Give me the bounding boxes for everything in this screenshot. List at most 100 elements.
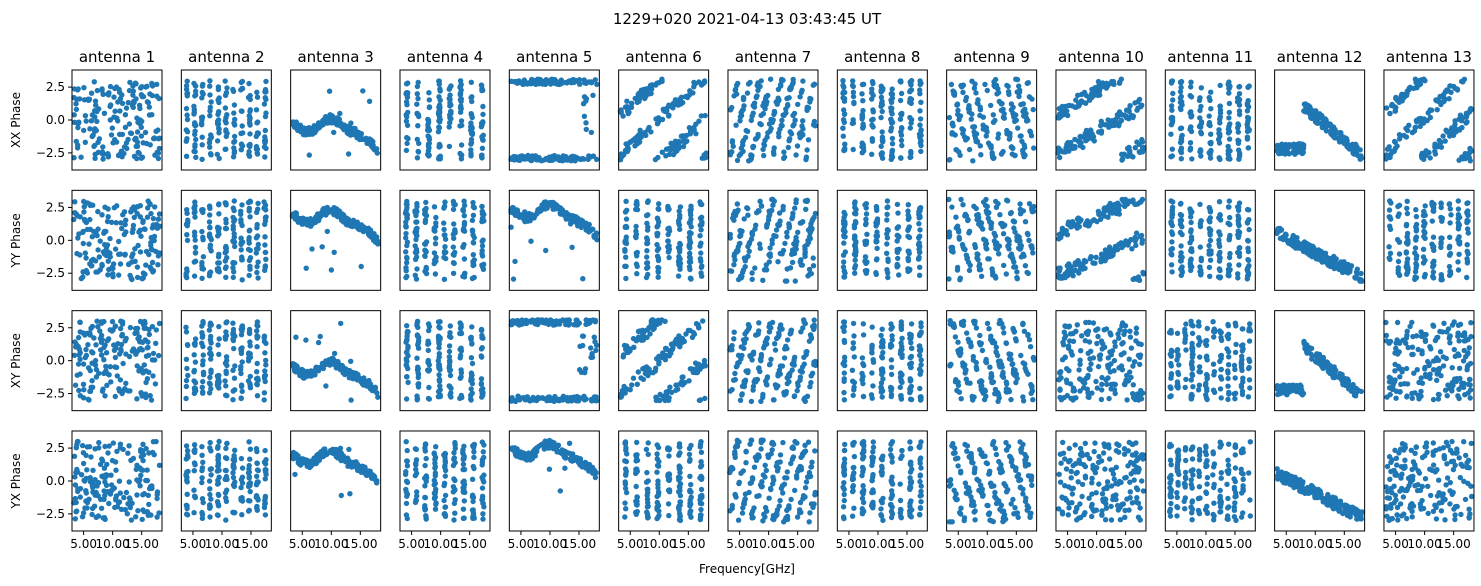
- data-point: [698, 240, 704, 246]
- data-point: [1059, 105, 1065, 111]
- data-point: [191, 205, 197, 211]
- data-point: [107, 117, 114, 123]
- data-point: [767, 245, 773, 251]
- data-point: [414, 101, 420, 107]
- data-point: [1197, 244, 1204, 250]
- data-point: [783, 106, 789, 112]
- data-point: [1018, 254, 1025, 260]
- data-point: [414, 225, 420, 231]
- data-point: [1455, 206, 1462, 212]
- data-point: [340, 218, 346, 224]
- data-point: [1206, 242, 1212, 249]
- data-point: [946, 229, 952, 235]
- data-point: [662, 108, 668, 115]
- data-point: [184, 136, 190, 142]
- data-point: [1401, 94, 1407, 101]
- data-point: [1353, 143, 1359, 150]
- data-point: [949, 130, 955, 136]
- data-point: [1285, 142, 1291, 149]
- data-point: [989, 154, 996, 160]
- data-point: [214, 118, 221, 125]
- data-point: [963, 97, 969, 104]
- data-point: [433, 214, 439, 221]
- data-point: [324, 204, 330, 211]
- data-point: [192, 237, 198, 243]
- data-point: [1015, 125, 1021, 131]
- data-point: [1455, 267, 1462, 273]
- data-point: [677, 266, 683, 272]
- data-point: [404, 134, 410, 141]
- data-point: [1178, 84, 1184, 91]
- data-point: [138, 345, 144, 352]
- data-point: [888, 105, 894, 111]
- data-point: [470, 252, 476, 258]
- data-point: [207, 144, 213, 150]
- data-point: [842, 145, 848, 152]
- data-point: [139, 118, 145, 125]
- data-point: [898, 132, 905, 138]
- data-point: [208, 132, 214, 138]
- subplot-title: antenna 10: [1058, 48, 1144, 66]
- data-point: [199, 228, 205, 235]
- data-point: [215, 97, 221, 103]
- data-point: [520, 213, 526, 220]
- data-point: [917, 227, 923, 233]
- data-point: [1413, 228, 1420, 234]
- data-point: [111, 347, 118, 353]
- data-point: [884, 235, 891, 241]
- data-point: [101, 344, 107, 351]
- data-point: [109, 318, 116, 325]
- data-point: [432, 271, 439, 277]
- data-point: [431, 250, 438, 256]
- data-point: [798, 220, 805, 226]
- data-point: [792, 117, 798, 123]
- data-point: [644, 248, 650, 254]
- data-point: [1169, 204, 1176, 210]
- data-point: [1337, 262, 1344, 268]
- data-point: [1403, 240, 1410, 246]
- data-point: [84, 226, 91, 233]
- data-point: [1392, 145, 1399, 151]
- data-point: [222, 258, 228, 264]
- data-point: [549, 155, 555, 161]
- data-point: [761, 142, 768, 149]
- data-point: [1456, 214, 1463, 221]
- data-point: [1187, 147, 1193, 153]
- data-point: [804, 105, 810, 112]
- data-point: [403, 147, 410, 154]
- data-point: [437, 119, 443, 125]
- data-point: [262, 249, 269, 256]
- data-point: [144, 345, 150, 351]
- data-point: [94, 118, 100, 125]
- subplot-grid: antenna 1 antenna 2 antenna 3 antenna 4 ante…: [9, 48, 1475, 551]
- data-point: [245, 246, 252, 253]
- data-point: [1442, 138, 1448, 144]
- data-point: [215, 268, 221, 274]
- data-point: [784, 229, 790, 236]
- data-point: [1117, 79, 1123, 85]
- data-point: [231, 231, 237, 237]
- data-point: [889, 135, 896, 142]
- data-point: [736, 152, 742, 159]
- data-point: [655, 206, 661, 212]
- data-point: [149, 225, 156, 231]
- data-point: [216, 225, 222, 231]
- data-point: [850, 146, 856, 153]
- data-point: [238, 208, 244, 214]
- data-point: [1178, 217, 1185, 223]
- data-point: [1340, 134, 1346, 140]
- data-point: [918, 148, 924, 155]
- data-point: [1391, 138, 1398, 145]
- data-point: [75, 124, 81, 131]
- data-point: [1064, 263, 1071, 269]
- data-point: [1226, 198, 1233, 204]
- data-point: [665, 249, 672, 255]
- data-point: [687, 241, 693, 247]
- data-point: [889, 86, 895, 92]
- data-point: [308, 130, 314, 136]
- data-point: [253, 250, 259, 256]
- data-point: [665, 244, 671, 250]
- data-point: [143, 379, 149, 386]
- data-point: [916, 272, 923, 278]
- data-point: [1012, 118, 1018, 125]
